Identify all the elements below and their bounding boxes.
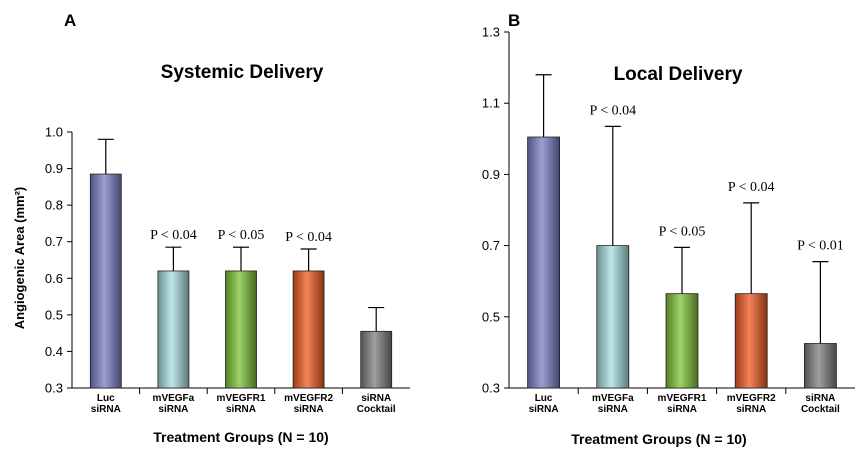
panel-b-bar (596, 245, 630, 389)
panel-a-category-label: mVEGFa (153, 393, 195, 404)
panel-b-bar (527, 136, 560, 389)
panel-b-title: Local Delivery (614, 64, 743, 85)
panel-a-p-value: P < 0.04 (150, 228, 197, 243)
panel-a-category-label: mVEGFR2 (284, 393, 333, 404)
panel-b-category-label: siRNA (736, 404, 766, 415)
panel-a-bar (225, 270, 257, 389)
panel-b-category-label: mVEGFR2 (727, 393, 776, 404)
panel-a-ytick-label: 0.8 (45, 198, 63, 213)
panel-b-category-label: Luc (535, 393, 553, 404)
panel-b-category-label: mVEGFa (592, 393, 634, 404)
panel-a-category-label: Cocktail (357, 404, 396, 415)
panel-a-title: Systemic Delivery (161, 62, 324, 83)
panel-b-p-value: P < 0.04 (589, 103, 636, 118)
panel-a-ytick-label: 0.3 (45, 381, 63, 396)
panel-b-category-label: Cocktail (801, 404, 840, 415)
panel-a-bar (157, 270, 190, 389)
panel-b-letter: B (508, 11, 520, 30)
panel-a-ytick-label: 1.0 (45, 125, 63, 140)
panel-a-bar (292, 270, 325, 389)
panel-b-ytick-label: 0.5 (482, 309, 500, 324)
panel-a-p-value: P < 0.04 (285, 230, 332, 245)
panel-a-xlabel: Treatment Groups (N = 10) (153, 429, 328, 445)
panel-b-ytick-label: 0.9 (482, 167, 500, 182)
panel-b-ytick-label: 1.3 (482, 25, 500, 40)
panel-a-ytick-label: 0.5 (45, 307, 63, 322)
panel-b-p-value: P < 0.05 (659, 224, 706, 239)
panel-a-category-label: siRNA (158, 404, 188, 415)
panel-a-category-label: Luc (97, 393, 115, 404)
panel-a-ylabel: Angiogenic Area (mm²) (12, 187, 27, 330)
panel-a-letter: A (64, 11, 76, 30)
panel-a-category-label: siRNA (226, 404, 256, 415)
panel-b-p-value: P < 0.01 (797, 239, 844, 254)
panel-b-category-label: siRNA (667, 404, 697, 415)
panel-b-category-label: siRNA (598, 404, 628, 415)
panel-b-bar (734, 293, 768, 389)
panel-a-ytick-label: 0.9 (45, 161, 63, 176)
panel-a-bar (360, 330, 393, 389)
panel-a-bar (89, 173, 122, 389)
panel-a-ytick-label: 0.6 (45, 271, 63, 286)
panel-b-category-label: siRNA (529, 404, 559, 415)
panel-a-category-label: siRNA (361, 393, 391, 404)
panel-b-ytick-label: 1.1 (482, 96, 500, 111)
panel-a-ytick-label: 0.7 (45, 234, 63, 249)
panel-b-category-label: siRNA (805, 393, 835, 404)
panel-b-category-label: mVEGFR1 (658, 393, 707, 404)
panel-a-category-label: siRNA (294, 404, 324, 415)
panel-a-category-label: siRNA (91, 404, 121, 415)
panel-b-bar (665, 293, 699, 389)
panel-a-category-label: mVEGFR1 (217, 393, 266, 404)
panel-b-xlabel: Treatment Groups (N = 10) (571, 431, 746, 447)
panel-b-ytick-label: 0.3 (482, 381, 500, 396)
panel-a-p-value: P < 0.05 (218, 228, 265, 243)
panel-a-ytick-label: 0.4 (45, 344, 63, 359)
panel-b-ytick-label: 0.7 (482, 238, 500, 253)
panel-b-bar (804, 343, 837, 389)
panel-b-p-value: P < 0.04 (728, 180, 775, 195)
